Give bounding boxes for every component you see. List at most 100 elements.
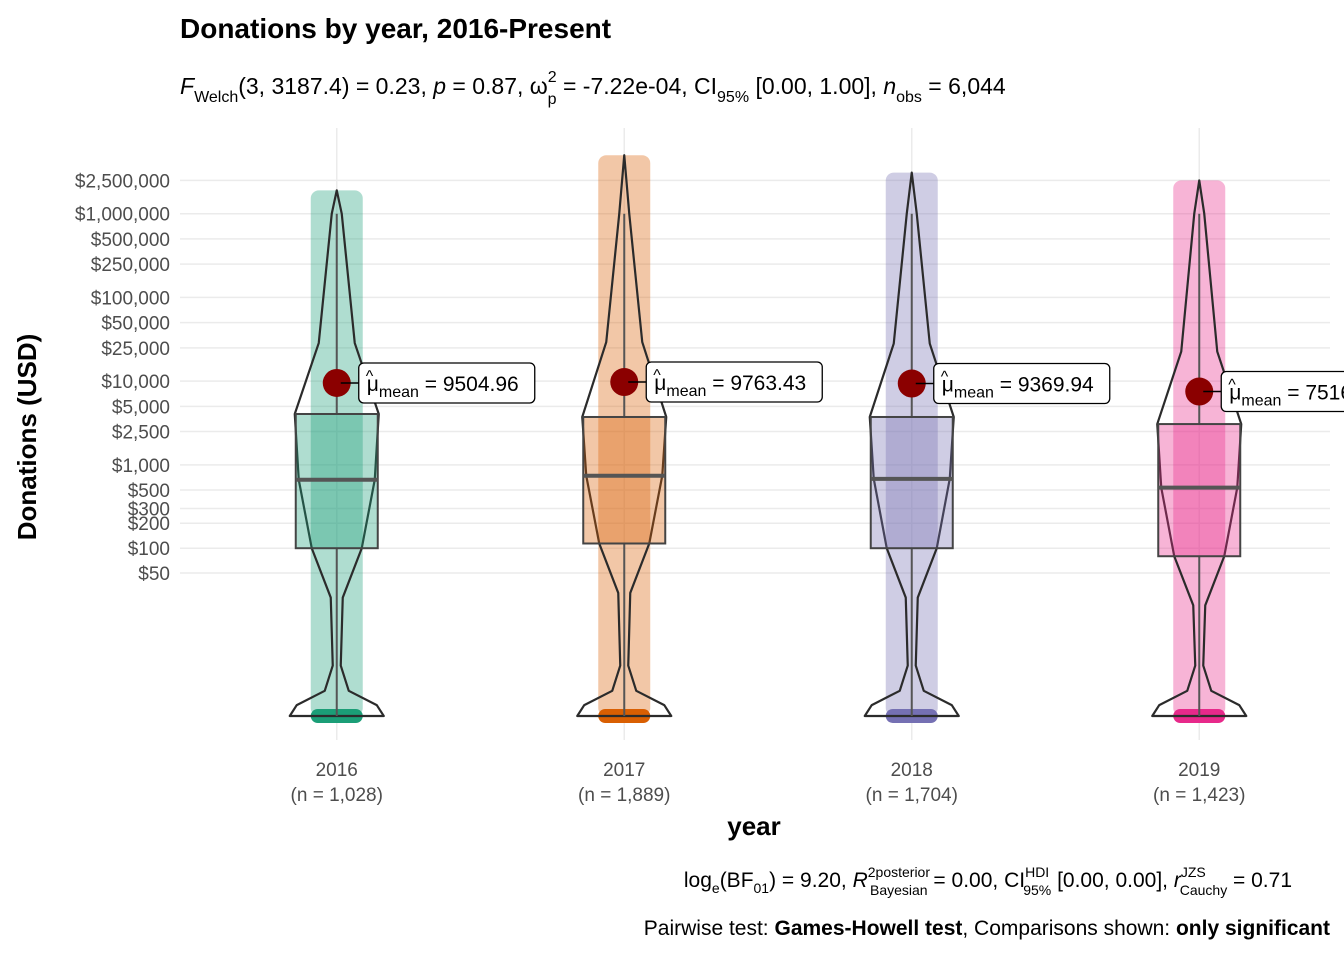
x-tick-sublabel: (n = 1,889): [578, 785, 670, 806]
mean-label-part: =: [419, 373, 443, 396]
subtitle: FWelch(3, 3187.4) = 0.23, p = 0.87, ω2 p …: [180, 69, 1006, 108]
subtitle-part: 2: [548, 69, 557, 86]
x-tick-label: 2019: [1178, 760, 1220, 781]
caption-part: Bayesian: [870, 882, 928, 898]
mean-label-part: mean: [379, 384, 419, 401]
y-tick-label: $1,000: [112, 456, 170, 477]
plot-area: μmean = 9504.96^ μmean = 9763.43^ μmean = …: [288, 154, 1344, 723]
footer: Pairwise test: Games-Howell test, Compar…: [644, 917, 1330, 940]
subtitle-part: = 6,044: [922, 73, 1006, 99]
x-axis-title: year: [727, 811, 781, 841]
subtitle-part: (3, 3187.4) = 0.23,: [238, 73, 433, 99]
footer-part: Games-Howell test: [774, 917, 962, 940]
mean-label-box: [645, 361, 823, 403]
mean-point: [1185, 377, 1214, 406]
x-tick-label: 2017: [603, 760, 645, 781]
caption-part: = 0.00, CI: [928, 869, 1025, 892]
mean-point: [610, 368, 639, 397]
x-tick-sublabel: (n = 1,704): [866, 785, 958, 806]
mean-label-part: mean: [1241, 393, 1281, 410]
y-tick-label: $1,000,000: [75, 205, 170, 226]
box: [582, 415, 667, 545]
mean-label-part: μ: [654, 372, 666, 395]
mean-hat: ^: [366, 368, 374, 385]
y-tick-label: $100: [128, 539, 170, 560]
y-tick-label: $300: [128, 500, 170, 521]
y-tick-label: $2,500,000: [75, 171, 170, 192]
mean-label-part: μ: [1229, 382, 1241, 405]
caption-part: 2: [868, 864, 876, 880]
subtitle-part: obs: [896, 89, 922, 106]
caption-part: = 0.71: [1227, 869, 1292, 892]
footer-part: Pairwise test:: [644, 917, 775, 940]
x-tick-sublabel: (n = 1,028): [291, 785, 383, 806]
subtitle-part: = 0.87,: [446, 73, 530, 99]
subtitle-part: p: [432, 73, 446, 99]
y-tick-label: $50,000: [101, 314, 170, 335]
caption-part: JZS: [1181, 864, 1206, 880]
caption-part: R: [853, 869, 868, 892]
caption-part: ) = 9.20,: [769, 869, 852, 892]
x-tick-label: 2018: [891, 760, 933, 781]
subtitle-part: 95%: [717, 89, 749, 106]
y-tick-label: $10,000: [101, 372, 170, 393]
caption: loge(BF01) = 9.20, R2posterior Bayesian =…: [684, 864, 1292, 898]
y-tick-label: $500: [128, 481, 170, 502]
caption-part: HDI: [1025, 864, 1049, 880]
y-tick-label: $50: [138, 564, 170, 585]
y-tick-label: $250,000: [91, 255, 170, 276]
mean-label-part: =: [1281, 382, 1305, 405]
mean-label-box: [1220, 370, 1344, 413]
mean-point: [897, 369, 926, 398]
mean-label-part: =: [706, 372, 730, 395]
grid: $50 $100 $200$300$500 $1,000 $2,500 $5,000 $10…: [75, 128, 1330, 806]
mean-hat: ^: [941, 369, 949, 386]
subtitle-part: Welch: [194, 89, 238, 106]
mean-label: μmean = 7516.46: [1229, 382, 1344, 410]
subtitle-part: F: [180, 73, 196, 99]
y-tick-label: $25,000: [101, 339, 170, 360]
footer-part: only significant: [1176, 917, 1330, 940]
mean-label-part: μ: [942, 374, 954, 397]
mean-label-part: mean: [954, 385, 994, 402]
y-tick-label: $2,500: [112, 423, 170, 444]
subtitle-part: ω: [530, 73, 548, 99]
mean-label: μmean = 9369.94: [942, 374, 1094, 402]
x-tick-sublabel: (n = 1,423): [1153, 785, 1245, 806]
caption-part: 95%: [1023, 882, 1051, 898]
mean-point: [322, 368, 351, 397]
mean-label-part: 9504.96: [443, 373, 519, 396]
box: [869, 415, 954, 550]
mean-label-box: [358, 362, 536, 404]
jitter-cloud: [1173, 180, 1226, 717]
subtitle-part: [0.00, 1.00],: [749, 73, 883, 99]
mean-hat: ^: [1228, 377, 1236, 394]
caption-part: e: [712, 880, 720, 896]
mean-label-box: [933, 362, 1111, 405]
caption-part: log: [684, 869, 712, 892]
mean-label-part: 9369.94: [1018, 374, 1094, 397]
mean-hat: ^: [653, 367, 661, 384]
footer-part: , Comparisons shown:: [962, 917, 1176, 940]
subtitle-part: p: [548, 91, 557, 108]
mean-label-part: μ: [367, 373, 379, 396]
caption-part: r: [1174, 869, 1182, 892]
y-tick-label: $100,000: [91, 288, 170, 309]
caption-part: 01: [754, 880, 770, 896]
mean-label: μmean = 9504.96: [367, 373, 519, 401]
subtitle-part: n: [883, 73, 896, 99]
caption-part: (BF: [720, 869, 754, 892]
y-axis-title: Donations (USD): [12, 334, 42, 541]
mean-label-part: mean: [666, 383, 706, 400]
caption-part: Cauchy: [1180, 882, 1227, 898]
y-tick-label: $500,000: [91, 230, 170, 251]
mean-label-part: 9763.43: [730, 372, 806, 395]
x-tick-label: 2016: [316, 760, 358, 781]
caption-part: posterior: [876, 864, 931, 880]
jitter-cloud: [310, 190, 363, 717]
y-tick-label: $200: [128, 514, 170, 535]
subtitle-part: = -7.22e-04, CI: [557, 73, 717, 99]
caption-part: [0.00, 0.00],: [1051, 869, 1174, 892]
box: [1157, 423, 1242, 558]
